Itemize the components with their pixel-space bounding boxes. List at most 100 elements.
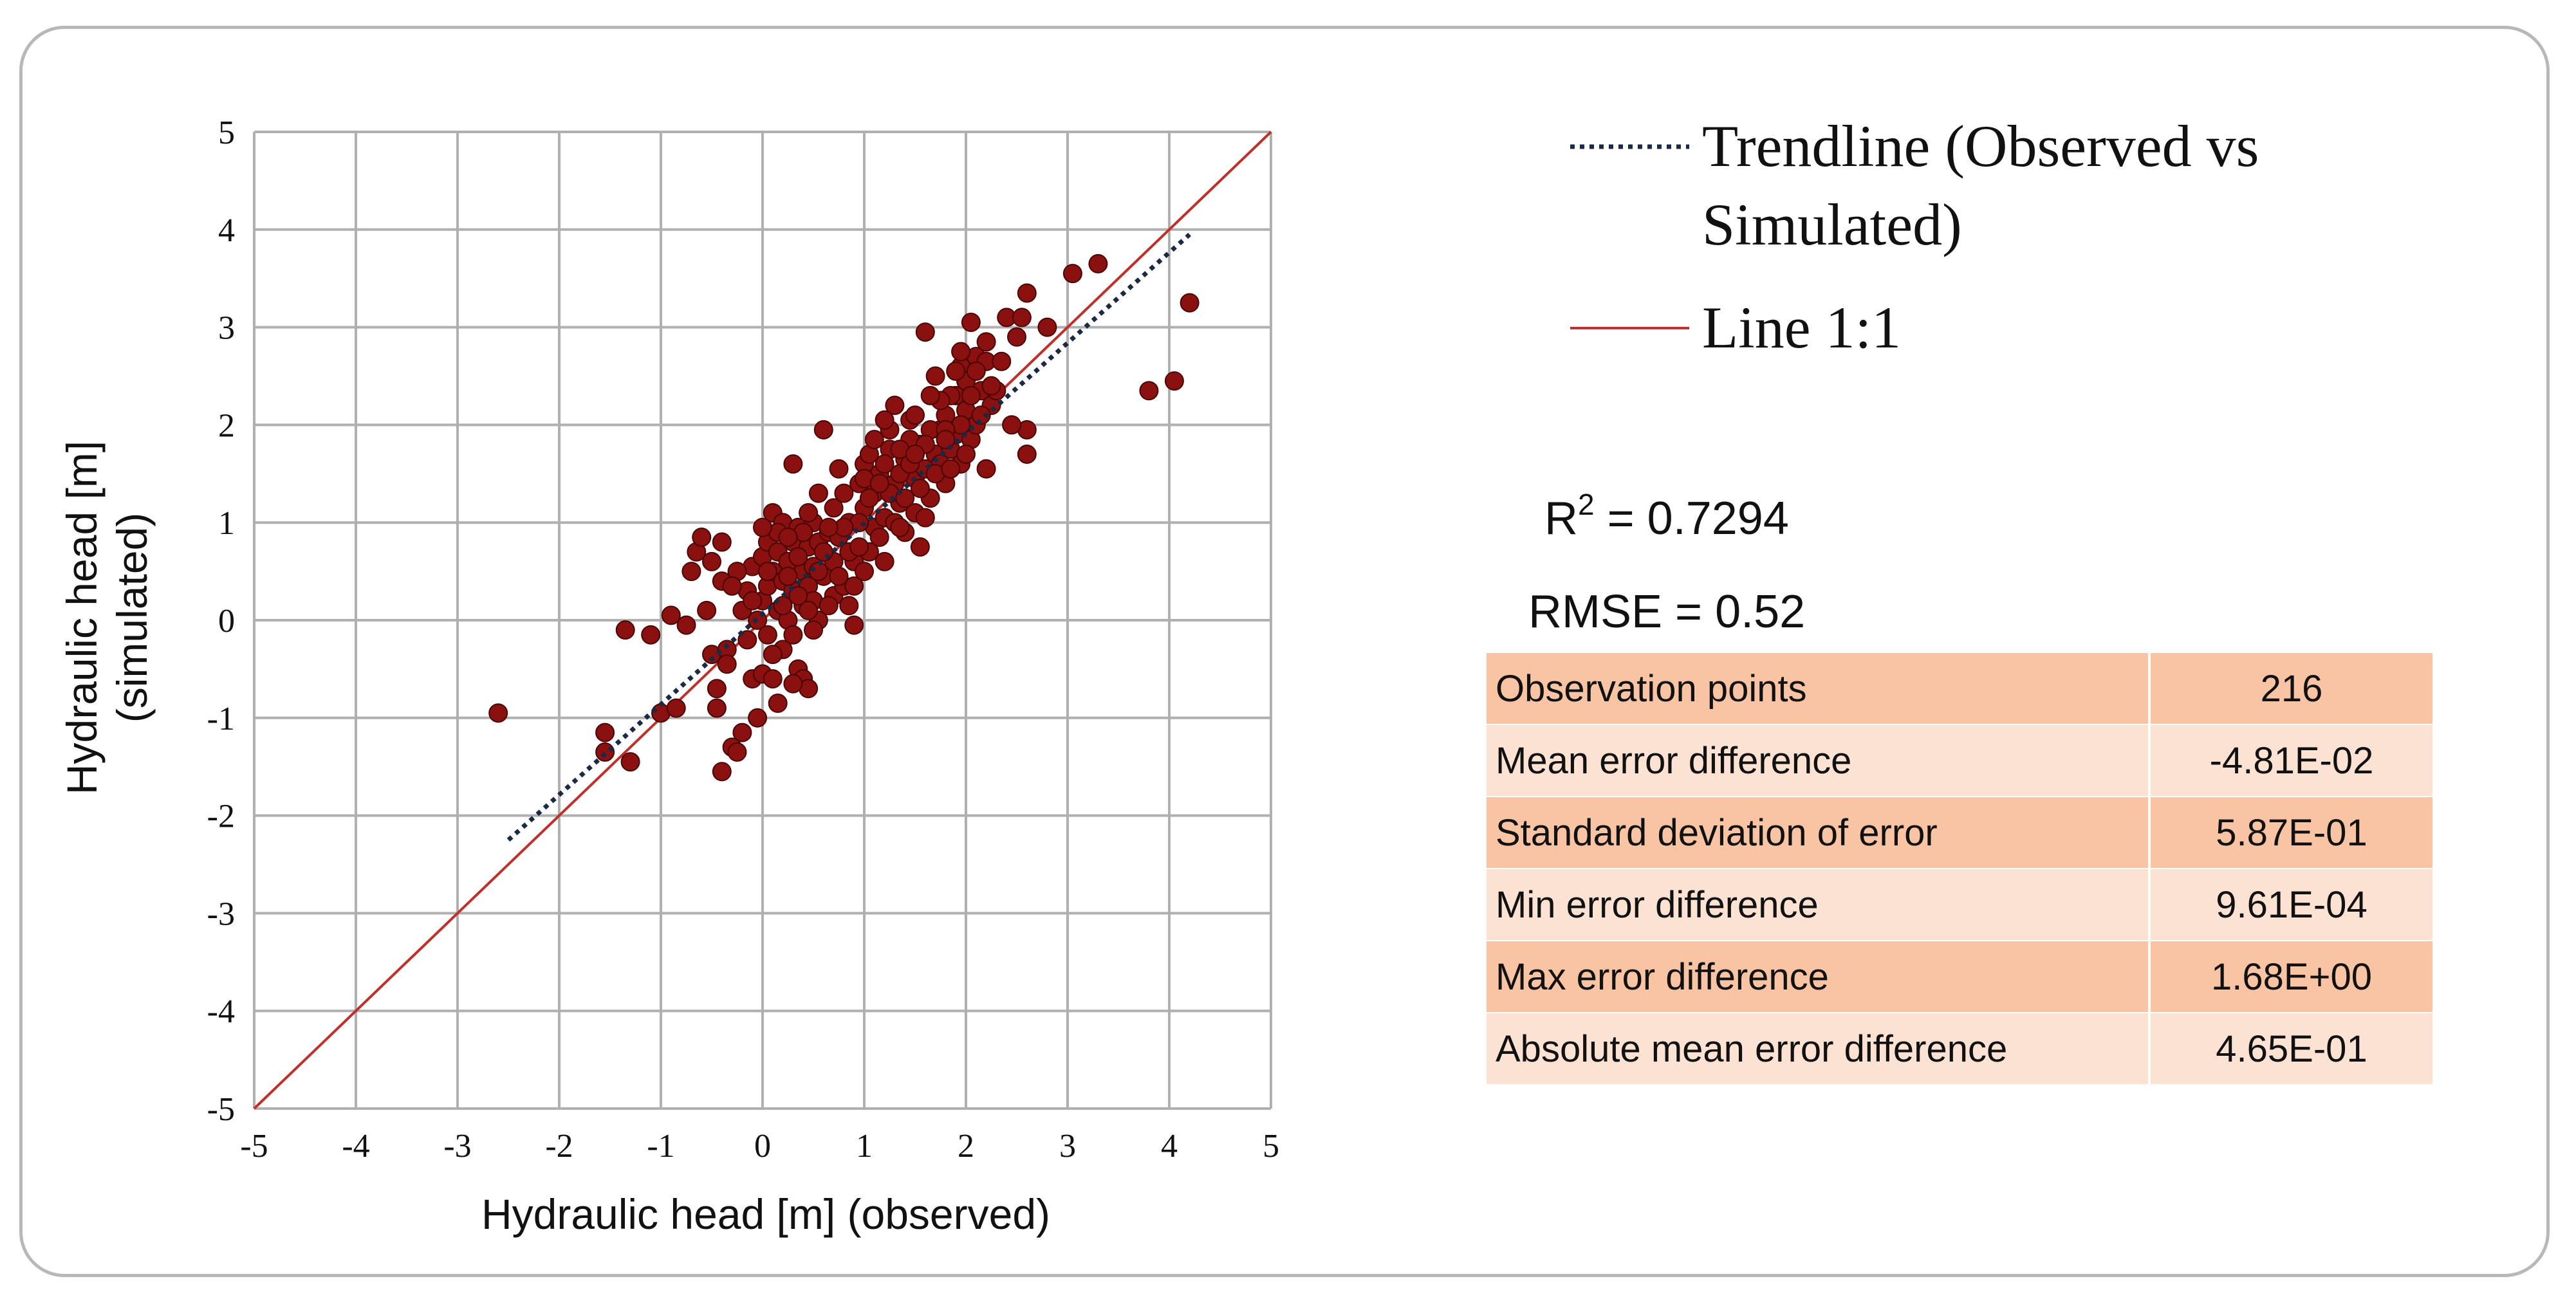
data-point [753, 517, 772, 537]
data-point [915, 508, 935, 528]
table-cell-label: Standard deviation of error [1487, 797, 2151, 869]
table-cell-label: Observation points [1487, 653, 2151, 725]
data-point [859, 488, 879, 508]
data-point [788, 547, 808, 567]
data-point [829, 459, 849, 479]
data-point [971, 405, 991, 425]
data-point [981, 376, 1001, 396]
data-point [763, 645, 783, 665]
data-point [875, 551, 894, 571]
table-cell-label: Absolute mean error difference [1487, 1013, 2151, 1085]
x-tick-label: 5 [1263, 1128, 1279, 1165]
data-point [890, 517, 910, 537]
x-tick-label: -4 [342, 1128, 369, 1165]
data-point [1088, 253, 1108, 273]
y-tick-label: 1 [218, 505, 235, 542]
data-point [757, 625, 777, 645]
data-point [783, 454, 803, 474]
table-row: Absolute mean error difference 4.65E-01 [1487, 1013, 2435, 1085]
data-point [910, 479, 930, 499]
data-point [620, 752, 640, 772]
data-point [727, 742, 747, 762]
x-tick-label: -1 [647, 1128, 674, 1165]
data-point [849, 537, 869, 557]
legend-identity-label: Line 1:1 [1702, 295, 1901, 360]
y-tick-label: 2 [218, 407, 235, 444]
scatter-points [488, 253, 1200, 782]
data-point [819, 596, 839, 616]
data-point [748, 708, 768, 728]
data-point [681, 562, 701, 582]
data-point [763, 669, 783, 689]
data-point [488, 703, 508, 723]
data-point [697, 600, 717, 620]
data-point [946, 361, 966, 381]
table-cell-value: 1.68E+00 [2149, 941, 2435, 1013]
data-point [1164, 371, 1184, 391]
table-row: Min error difference 9.61E-04 [1487, 869, 2435, 941]
error-statistics-table: Observation points 216 Mean error differe… [1487, 653, 2435, 1085]
y-tick-label: 4 [218, 212, 235, 249]
data-point [661, 605, 681, 625]
legend-trendline-label: Trendline (Observed vs [1702, 113, 2259, 179]
data-point [941, 459, 961, 479]
data-point [707, 679, 727, 699]
table-cell-value: 216 [2149, 653, 2435, 725]
data-point [920, 385, 940, 405]
x-tick-label: -2 [545, 1128, 573, 1165]
x-tick-label: 2 [958, 1128, 974, 1165]
data-point [1017, 444, 1037, 464]
r-squared: R2 = 0.7294 [1544, 488, 1789, 544]
data-point [819, 517, 839, 537]
data-point [864, 430, 884, 450]
data-point [992, 351, 1012, 371]
data-point [743, 591, 763, 611]
data-point [844, 576, 864, 596]
y-tick-label: -4 [207, 993, 235, 1030]
data-point [976, 332, 996, 352]
data-point [961, 385, 981, 405]
x-tick-label: 0 [754, 1128, 771, 1165]
data-point [875, 410, 894, 430]
data-point [737, 630, 757, 650]
table-cell-value: -4.81E-02 [2149, 724, 2435, 797]
data-point [839, 596, 859, 616]
y-tick-label: 0 [218, 603, 235, 640]
data-point [702, 551, 721, 571]
data-point [976, 459, 996, 479]
data-point [885, 396, 905, 416]
data-point [915, 322, 935, 342]
data-point [768, 694, 788, 714]
trendline [506, 232, 1191, 842]
data-point [712, 532, 732, 552]
table-row: Mean error difference -4.81E-02 [1487, 724, 2435, 797]
data-point [936, 430, 956, 450]
table-cell-value: 5.87E-01 [2149, 797, 2435, 869]
data-point [875, 454, 894, 474]
legend-trendline-label-cont: Simulated) [1702, 192, 1962, 257]
data-point [1002, 415, 1022, 435]
data-point [1017, 283, 1037, 303]
data-point [1012, 308, 1032, 327]
data-point [855, 562, 874, 582]
data-point [717, 654, 737, 674]
data-point [732, 723, 752, 742]
y-tick-label: -5 [207, 1091, 235, 1128]
data-point [712, 762, 732, 782]
data-point [707, 698, 727, 718]
table-cell-value: 4.65E-01 [2149, 1013, 2435, 1085]
data-point [799, 600, 819, 620]
data-point [722, 576, 742, 596]
data-point [799, 503, 819, 523]
data-point [804, 620, 823, 640]
data-point [692, 527, 712, 547]
data-point [844, 615, 864, 635]
data-point [783, 625, 803, 645]
data-point [961, 313, 981, 333]
data-point [1062, 264, 1082, 284]
y-tick-label: 5 [218, 115, 235, 151]
data-point [824, 498, 844, 518]
y-axis-title-line1: Hydraulic head [m] [58, 441, 106, 795]
data-point [1180, 293, 1200, 313]
